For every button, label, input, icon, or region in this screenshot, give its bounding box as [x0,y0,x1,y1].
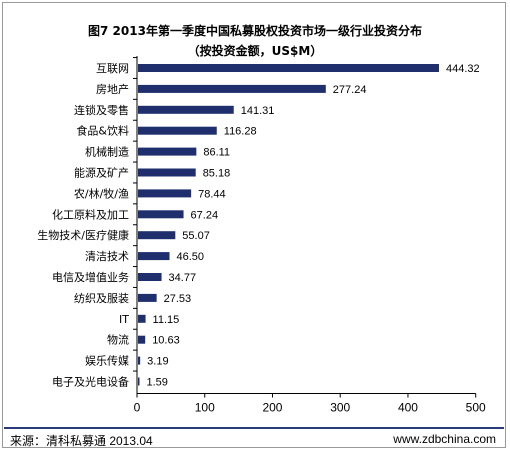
category-label: 化工原料及加工 [52,207,129,221]
bar [138,293,157,302]
category-label: 生物技术/医疗健康 [37,228,129,242]
value-label: 277.24 [333,84,367,96]
value-label: 78.44 [198,188,226,200]
value-label: 10.63 [152,335,180,347]
bar [138,126,217,135]
category-label: 房地产 [96,82,129,96]
source-note: 来源：清科私募通 2013.04 [10,434,153,448]
bar [138,189,192,198]
bar [138,377,140,386]
site-url: www.zdbchina.com [393,432,496,446]
category-label: 农/林/牧/渔 [74,186,129,200]
x-tick-label: 300 [330,401,350,415]
value-label: 85.18 [203,168,231,180]
value-label: 11.15 [153,314,180,326]
value-label: 444.32 [446,63,480,75]
footer-divider [4,427,504,429]
category-label: 电信及增值业务 [52,270,129,284]
value-label: 116.28 [224,126,257,138]
bar [138,210,184,219]
category-label: 食品&饮料 [76,124,129,138]
bar [138,273,162,281]
value-label: 86.11 [203,147,230,159]
x-tick-label: 500 [466,401,486,415]
category-label: 娱乐传媒 [85,354,129,368]
bar [138,64,439,72]
value-label: 67.24 [191,209,219,221]
bar [138,168,196,177]
bar [138,314,146,323]
category-label: 纺织及服装 [74,291,129,305]
category-label: 能源及矿产 [74,166,129,180]
category-label: 连锁及零售 [74,103,129,117]
value-label: 3.19 [147,356,168,368]
bar [138,335,146,344]
bar [138,356,141,365]
bar [138,231,176,240]
chart-title: 图7 2013年第一季度中国私募股权投资市场一级行业投资分布 [88,24,422,38]
chart-subtitle: （按投资金额，US$M） [187,44,323,58]
bar [138,105,234,114]
x-tick-label: 200 [262,401,282,415]
x-tick-label: 100 [195,401,215,415]
category-label: 机械制造 [85,145,129,159]
category-label: 物流 [107,333,129,347]
value-label: 1.59 [147,377,168,389]
bar [138,84,326,93]
category-label: IT [119,313,129,326]
x-tick-label: 400 [398,401,418,415]
value-label: 34.77 [169,272,197,284]
category-label: 互联网 [96,62,129,75]
value-label: 141.31 [241,105,275,117]
value-label: 55.07 [182,230,210,242]
bar-chart: 0 100 200 300 400 500 互联网 444.32 房地产 277.24 连锁及零售 1… [37,56,486,415]
chart-frame [2,2,506,448]
category-label: 清洁技术 [85,250,129,263]
value-label: 46.50 [176,251,204,263]
bar [138,147,197,156]
category-label: 电子及光电设备 [52,375,129,389]
value-label: 27.53 [164,293,192,305]
x-tick-label: 0 [134,401,141,415]
bar [138,252,170,261]
